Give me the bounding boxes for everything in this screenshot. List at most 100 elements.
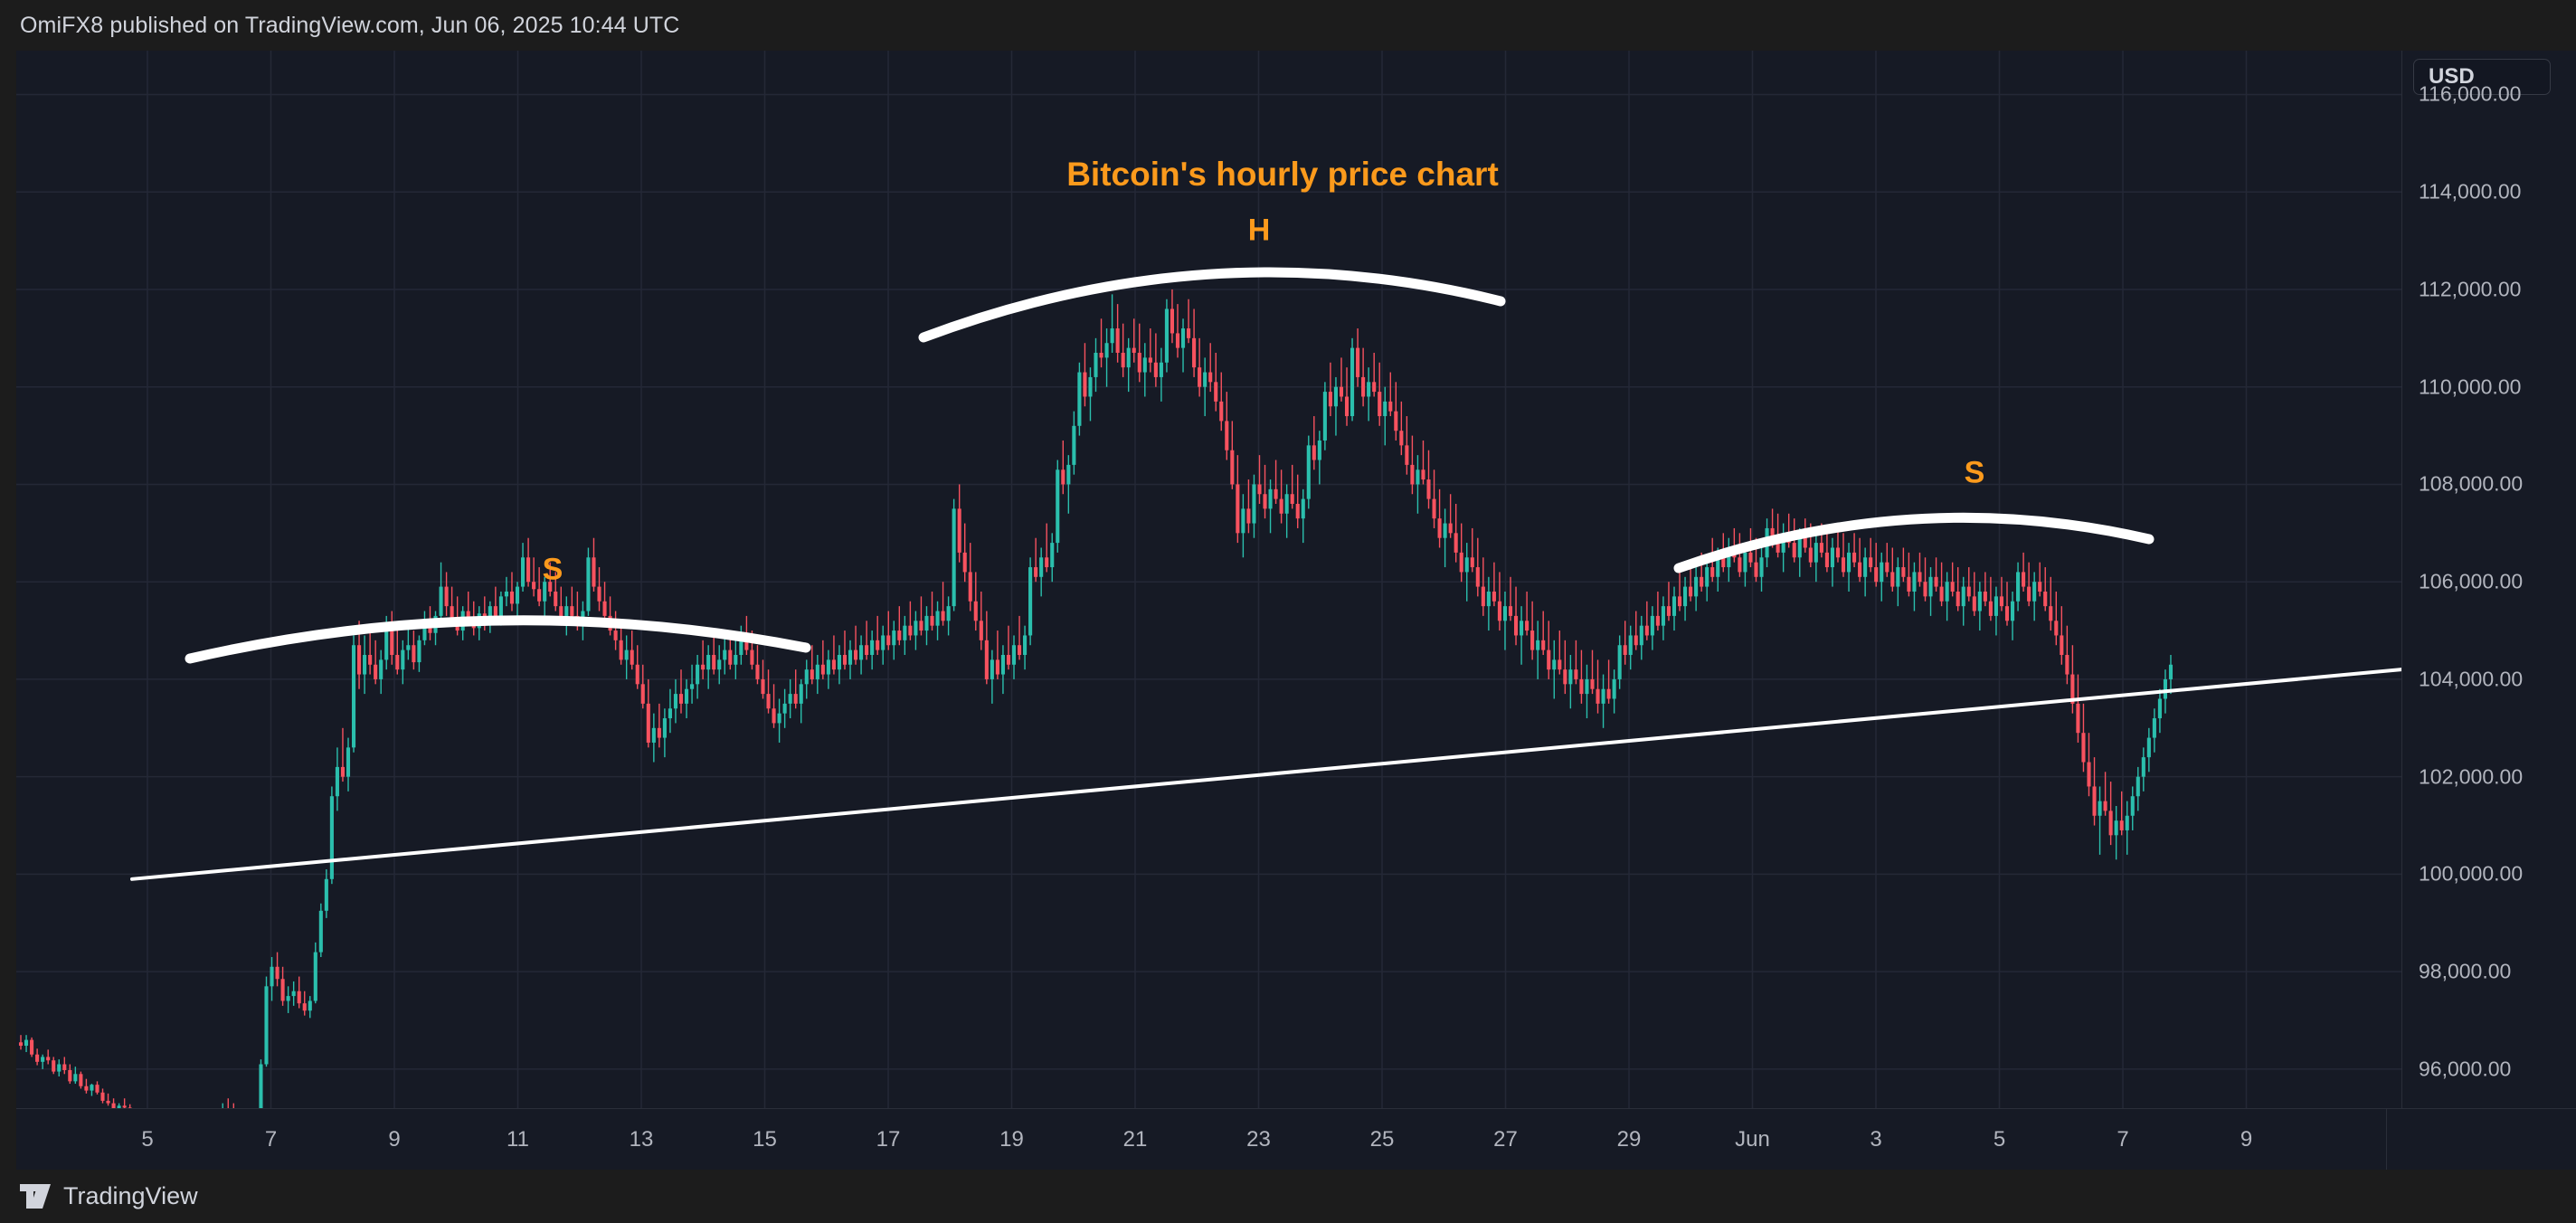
candle-body — [914, 621, 918, 636]
candle-body — [1268, 488, 1273, 509]
candle-body — [1705, 567, 1709, 587]
candle-body — [417, 640, 421, 663]
tradingview-logo[interactable]: TradingView — [20, 1182, 198, 1210]
candle-body — [1056, 469, 1060, 544]
candle-body — [1126, 347, 1131, 368]
candle-body — [1568, 669, 1573, 685]
price-tick-label: 106,000.00 — [2419, 569, 2524, 593]
time-tick-label: 5 — [1993, 1127, 2006, 1152]
time-tick-label: 3 — [1870, 1127, 1882, 1152]
candle-body — [1907, 576, 1911, 592]
candle-body — [1901, 567, 1906, 577]
candle-body — [1045, 557, 1049, 568]
time-tick-label: 13 — [629, 1127, 654, 1152]
candle-body — [543, 582, 547, 602]
candle-body — [270, 966, 274, 987]
candle-body — [2054, 621, 2059, 636]
candle-body — [1623, 645, 1627, 655]
vertical-gridlines — [147, 51, 2248, 1108]
candle-body — [1727, 547, 1731, 568]
candlestick-canvas — [16, 51, 2401, 1108]
candle-body — [831, 659, 836, 670]
candle-body — [439, 586, 443, 616]
candle-body — [2119, 820, 2124, 830]
chart-pane[interactable]: Bitcoin's hourly price chart S H S — [16, 51, 2402, 1108]
candle-body — [903, 625, 907, 640]
candle-body — [651, 727, 656, 743]
candle-body — [1492, 591, 1496, 602]
left-shoulder-arc[interactable] — [185, 615, 811, 664]
time-tick-label: 17 — [876, 1127, 901, 1152]
candle-body — [1999, 596, 2004, 607]
candle-body — [1923, 582, 1927, 597]
candle-body — [755, 664, 760, 679]
candle-body — [1066, 464, 1071, 485]
candle-body — [422, 625, 427, 640]
candle-body — [1650, 615, 1654, 636]
price-plot-area[interactable] — [16, 51, 2401, 1108]
time-tick-label: 15 — [753, 1127, 777, 1152]
right-shoulder-arc[interactable] — [1673, 512, 2155, 574]
candle-body — [532, 582, 536, 590]
candle-body — [826, 659, 830, 675]
candle-body — [810, 669, 814, 679]
candle-body — [1208, 372, 1213, 383]
candle-body — [1655, 615, 1660, 626]
support-trendline[interactable] — [130, 668, 2401, 881]
candle-body — [701, 664, 706, 670]
candle-body — [286, 996, 290, 1001]
currency-badge[interactable]: USD — [2413, 59, 2551, 95]
candle-body — [1017, 645, 1022, 655]
candle-body — [1502, 606, 1508, 621]
candle-body — [1159, 362, 1163, 377]
candle-body — [1558, 659, 1562, 670]
candle-body — [2108, 811, 2113, 836]
candle-body — [554, 591, 558, 607]
head-arc[interactable] — [918, 267, 1506, 343]
candle-body — [1214, 382, 1218, 402]
price-tick-label: 112,000.00 — [2419, 277, 2522, 301]
price-tick-label: 108,000.00 — [2419, 471, 2524, 496]
time-tick-label: 21 — [1122, 1127, 1148, 1152]
time-tick-label: 9 — [2240, 1127, 2253, 1152]
candle-body — [870, 640, 875, 655]
candle-body — [548, 582, 553, 592]
candle-body — [613, 630, 618, 640]
candle-body — [280, 979, 285, 1001]
price-tick-label: 100,000.00 — [2419, 861, 2524, 886]
candle-body — [79, 1074, 83, 1086]
candle-body — [1187, 328, 1191, 338]
candle-body — [1830, 547, 1834, 568]
time-axis[interactable]: 5 7 9 11 13 15 17 19 21 23 25 27 29 Jun 3 5 7 9 — [16, 1108, 2576, 1171]
candle-body — [624, 649, 629, 660]
candle-body — [2076, 703, 2080, 734]
candle-body — [1034, 567, 1038, 577]
candle-body — [1344, 396, 1350, 417]
candle-body — [657, 727, 661, 738]
candle-body — [1612, 678, 1616, 699]
candle-body — [619, 640, 623, 660]
candle-body — [1388, 401, 1393, 412]
price-axis[interactable]: USD 116,000.00 114,000.00 112,000.00 110,00… — [2402, 51, 2576, 1108]
candle-body — [635, 664, 639, 685]
candle-body — [1421, 469, 1425, 480]
candle-body — [2098, 801, 2102, 816]
drawing-overlays — [130, 267, 2401, 881]
candle-body — [504, 591, 508, 597]
candle-body — [712, 655, 716, 670]
candle-body — [979, 621, 983, 640]
time-tick-label: 9 — [388, 1127, 401, 1152]
chart-title[interactable]: Bitcoin's hourly price chart — [1066, 156, 1499, 193]
candle-body — [2130, 796, 2135, 816]
candle-body — [892, 630, 896, 646]
candle-body — [1912, 572, 1917, 592]
candle-body — [2022, 572, 2026, 587]
candle-body — [374, 664, 378, 679]
candle-body — [122, 1105, 127, 1108]
candle-body — [1819, 543, 1823, 553]
candle-body — [673, 694, 678, 709]
candle-body — [308, 1000, 312, 1011]
candle-body — [919, 621, 923, 631]
candle-body — [444, 586, 449, 607]
candle-body — [1579, 678, 1584, 695]
